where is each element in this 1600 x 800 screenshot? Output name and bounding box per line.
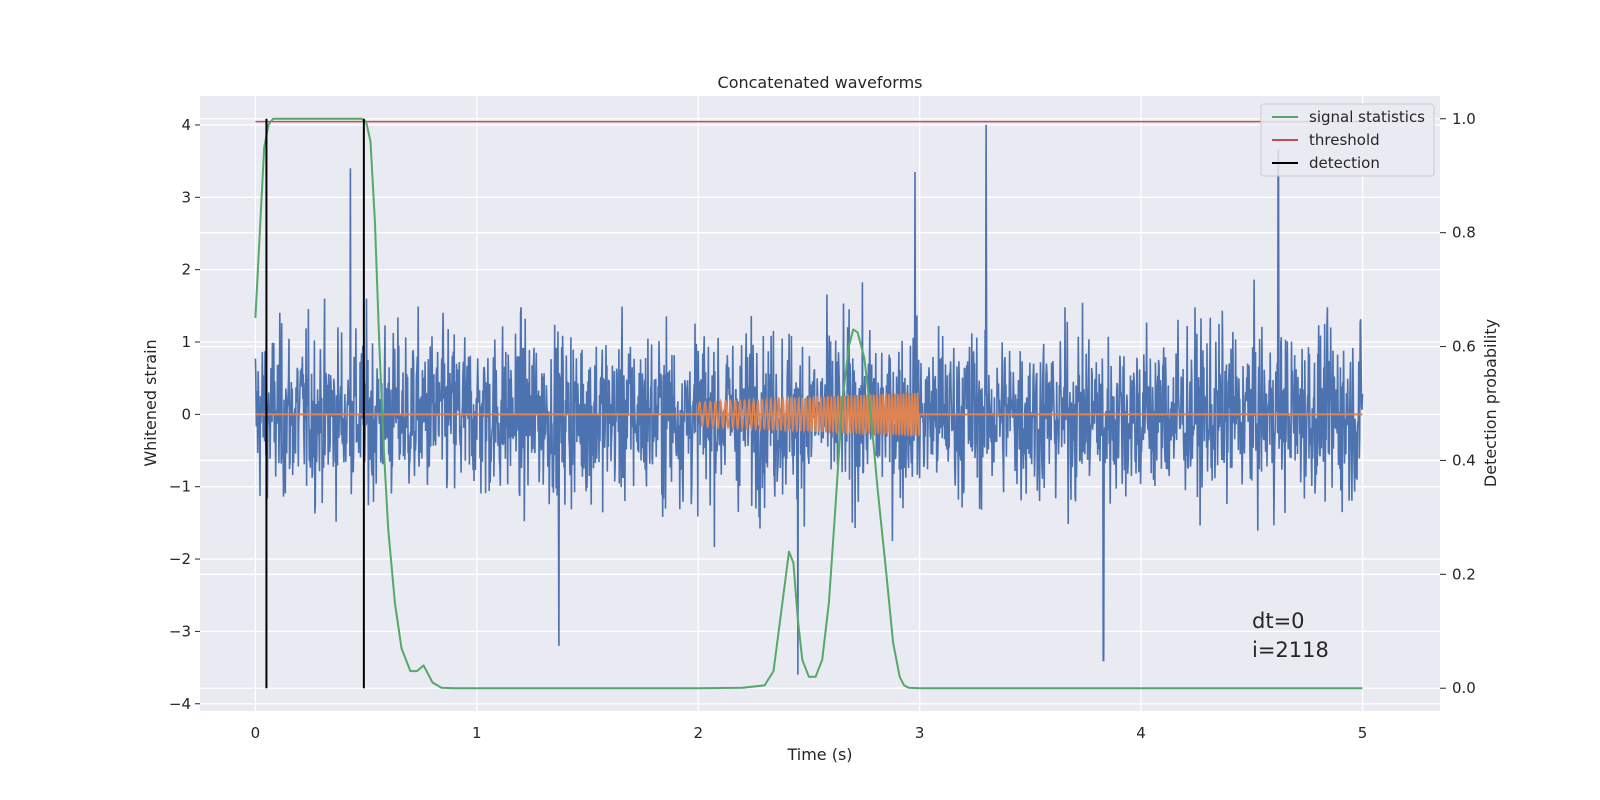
y-right-tick-label: 0.4: [1452, 451, 1476, 469]
x-axis-label: Time (s): [786, 745, 852, 764]
y-left-tick-label: −1: [169, 478, 191, 496]
y-left-axis-label: Whitened strain: [141, 339, 160, 466]
x-axis-ticks: 0 1 2 3 4 5: [251, 724, 1368, 742]
strain-series: [254, 124, 1364, 675]
y-right-tick-label: 0.6: [1452, 338, 1476, 356]
y-left-tick-label: −3: [169, 622, 191, 640]
legend-label-threshold: threshold: [1309, 131, 1380, 149]
y-right-tick-label: 0.0: [1452, 679, 1476, 697]
y-right-tick-label: 0.8: [1452, 224, 1476, 242]
legend-frame: [1260, 103, 1435, 177]
x-tick-label: 1: [472, 724, 482, 742]
x-tick-label: 0: [251, 724, 261, 742]
annotation-dt: dt=0: [1252, 609, 1305, 633]
y-left-tick-label: 3: [181, 188, 191, 206]
y-right-tick-label: 1.0: [1452, 110, 1476, 128]
y-right-axis-label: Detection probability: [1481, 319, 1500, 487]
y-left-tick-label: −4: [169, 695, 191, 713]
annotation-index: i=2118: [1252, 638, 1329, 662]
x-tick-label: 2: [693, 724, 703, 742]
annotation-group: dt=0 i=2118: [1252, 609, 1329, 662]
x-tick-label: 3: [915, 724, 925, 742]
x-tick-label: 4: [1136, 724, 1146, 742]
y-left-tick-label: −2: [169, 550, 191, 568]
legend-label-signal-statistics: signal statistics: [1309, 108, 1425, 126]
y-right-tick-label: 0.2: [1452, 565, 1476, 583]
y-left-tick-label: 1: [181, 333, 191, 351]
injection-chirp: [697, 391, 921, 437]
chart-title: Concatenated waveforms: [718, 73, 923, 92]
y-right-axis-ticks: 0.0 0.2 0.4 0.6 0.8 1.0: [1440, 110, 1476, 697]
y-left-tick-label: 4: [181, 116, 191, 134]
x-tick-label: 5: [1358, 724, 1368, 742]
y-left-axis-ticks: −4 −3 −2 −1 0 1 2 3 4: [169, 116, 200, 713]
legend: signal statistics threshold detection: [1260, 103, 1435, 177]
y-left-tick-label: 2: [181, 261, 191, 279]
legend-label-detection: detection: [1309, 154, 1380, 172]
data-layer: [254, 117, 1364, 690]
y-left-tick-label: 0: [181, 405, 191, 423]
